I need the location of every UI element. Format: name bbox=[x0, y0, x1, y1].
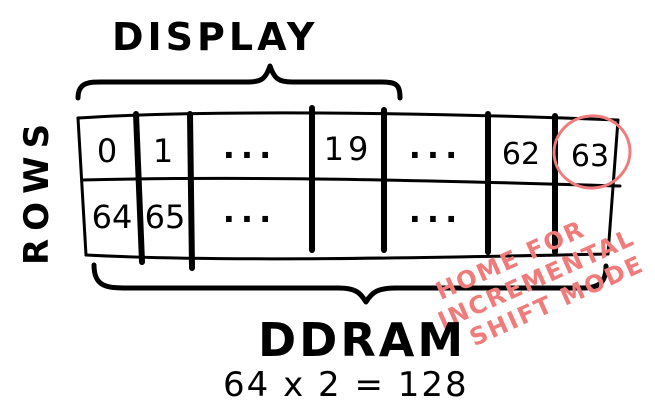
home-note: HOME FOR INCREMENTAL SHIFT MODE bbox=[432, 215, 649, 352]
column-divider bbox=[133, 111, 145, 265]
ddram-brace bbox=[91, 262, 609, 305]
cell-r1-c7: 63 bbox=[571, 139, 609, 174]
cell-r1-c1: 0 bbox=[97, 132, 117, 170]
cell-r2-c1: 64 bbox=[92, 198, 133, 236]
grid-left-border bbox=[76, 116, 88, 257]
cell-63-highlight-circle bbox=[552, 114, 632, 190]
cell-r1-c2: 1 bbox=[153, 132, 173, 170]
grid-right-border bbox=[606, 118, 620, 256]
cell-r1-c3: ... bbox=[223, 128, 277, 166]
rows-label: ROWS bbox=[17, 116, 57, 265]
column-divider bbox=[187, 111, 195, 271]
cell-r2-c3: ... bbox=[223, 192, 277, 230]
cell-r1-c6: 62 bbox=[502, 137, 540, 172]
grid-middle-border bbox=[80, 176, 622, 188]
ddram-formula: 64 x 2 = 128 bbox=[223, 365, 469, 405]
cell-r1-c5: ... bbox=[409, 128, 463, 166]
grid-top-border bbox=[76, 111, 620, 122]
ddram-label: DDRAM bbox=[258, 313, 466, 367]
display-label: DISPLAY bbox=[112, 15, 318, 59]
cell-r2-c2: 65 bbox=[145, 198, 186, 236]
grid-bottom-border bbox=[84, 252, 610, 261]
display-brace bbox=[75, 63, 403, 101]
cell-r1-c4: 19 bbox=[324, 130, 373, 168]
cell-r2-c5: ... bbox=[409, 192, 463, 230]
